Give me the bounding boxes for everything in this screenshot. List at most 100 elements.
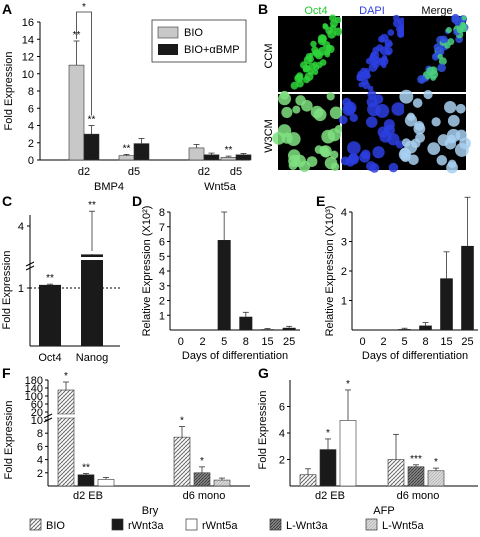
significance-star: ** [225, 145, 233, 156]
y-tick-label: 0 [28, 155, 34, 167]
cell-nucleus [301, 100, 313, 112]
micro-header-dapi: DAPI [359, 5, 385, 17]
cell-nucleus [369, 53, 376, 60]
cell-nucleus [447, 159, 457, 169]
cell-nucleus [310, 40, 317, 48]
cell-nucleus [334, 16, 342, 24]
legend-swatch [269, 518, 282, 531]
panel-c-chart: 4 1 Fold Expression ** Oct4 ** Nanog [1, 200, 120, 364]
y-tick-label: 7 [159, 222, 165, 234]
cell-nucleus [415, 132, 426, 143]
cell-nucleus [444, 100, 457, 114]
cell-nucleus [455, 129, 468, 141]
y-tick-label: 2 [159, 296, 165, 308]
y-tick-label: 4 [18, 221, 24, 233]
cell-nucleus [436, 155, 448, 166]
cell-nucleus [399, 24, 405, 30]
cell-nucleus [314, 51, 323, 60]
bar [83, 133, 100, 161]
y-tick-label: 1 [341, 296, 347, 308]
micro-header-oct4: Oct4 [304, 5, 327, 17]
cell-nucleus [444, 42, 451, 49]
cell-nucleus [377, 57, 386, 66]
x-axis-label: Bry [142, 505, 159, 517]
y-tick-label: 5 [159, 251, 165, 263]
cell-nucleus [324, 51, 331, 58]
legend-label-bio: BIO [184, 27, 203, 39]
cell-nucleus [447, 114, 460, 127]
cell-nucleus [404, 114, 418, 127]
significance-bracket [76, 11, 92, 116]
legend-label: rWnt5a [202, 520, 238, 532]
bar [319, 449, 337, 487]
bar [299, 474, 317, 487]
y-tick-label: 2 [341, 266, 347, 278]
group-label: BMP4 [94, 181, 124, 193]
cell-nucleus [445, 27, 452, 34]
cell-nucleus [326, 92, 335, 101]
cell-nucleus [338, 115, 348, 125]
y-tick-label: 20 [31, 407, 43, 419]
bar [57, 389, 75, 487]
y-tick-label: 14 [22, 34, 34, 46]
bar [282, 327, 296, 330]
cell-nucleus [437, 53, 443, 60]
panel-a-chart: 0 2 4 6 8 10 12 14 16 Fold Expression ** ** d2 ** d5 d2… [3, 2, 252, 193]
cell-nucleus [437, 63, 446, 73]
panel-label-a: A [2, 1, 12, 17]
cell-nucleus [306, 156, 318, 168]
bar [133, 143, 150, 161]
legend-label: L-Wnt5a [382, 520, 424, 532]
bar [239, 316, 253, 330]
legend-swatch [29, 518, 42, 531]
cell-nucleus [314, 145, 324, 154]
x-tick-label: d5 [128, 166, 140, 178]
significance-star: ** [88, 115, 96, 126]
y-tick-label: 6 [159, 237, 165, 249]
cell-nucleus [366, 116, 378, 128]
cell-nucleus [288, 154, 301, 168]
significance-star: ** [123, 143, 131, 154]
cell-nucleus [359, 151, 371, 163]
x-tick-label: 2 [380, 336, 386, 348]
bar [193, 472, 211, 487]
cell-nucleus [308, 62, 316, 71]
bottom-legend: BIO rWnt3a rWnt5a L-Wnt3a L-Wnt5a [29, 518, 424, 532]
panel-label-f: F [2, 365, 11, 381]
micro-header-merge: Merge [421, 5, 452, 17]
group-label: d6 mono [183, 490, 226, 502]
bar [213, 479, 231, 487]
y-tick-label: 12 [22, 52, 34, 64]
cell-nucleus [437, 134, 450, 147]
y-tick-label: 3 [341, 237, 347, 249]
panel-label-c: C [2, 193, 12, 209]
group-label: d2 EB [315, 490, 345, 502]
x-tick-label: Oct4 [38, 352, 61, 364]
cell-nucleus [292, 105, 301, 114]
cell-nucleus [325, 26, 333, 35]
bar [427, 470, 445, 487]
cell-nucleus [326, 44, 335, 54]
bar [81, 254, 103, 346]
bar-break [80, 251, 104, 254]
legend-swatch-bio [157, 26, 179, 39]
bar [77, 474, 95, 487]
x-tick-label: 0 [359, 336, 365, 348]
micro-row-w3cm: W3CM [263, 119, 275, 153]
cell-nucleus [329, 106, 343, 120]
significance-star: * [346, 379, 350, 390]
y-tick-label: 8 [37, 428, 43, 440]
cell-nucleus [281, 106, 293, 119]
y-tick-label: 10 [31, 415, 43, 427]
bar [173, 436, 191, 487]
y-tick-label: 6 [37, 441, 43, 453]
cell-nucleus [461, 15, 467, 21]
axis-break [25, 265, 35, 271]
y-tick-label: 1 [18, 283, 24, 295]
significance-star: * [434, 457, 438, 468]
cell-nucleus [360, 67, 368, 75]
bar [387, 459, 405, 487]
x-tick-label: 0 [178, 336, 184, 348]
y-tick-label: 16 [22, 17, 34, 29]
x-axis-label: AFP [373, 505, 394, 517]
